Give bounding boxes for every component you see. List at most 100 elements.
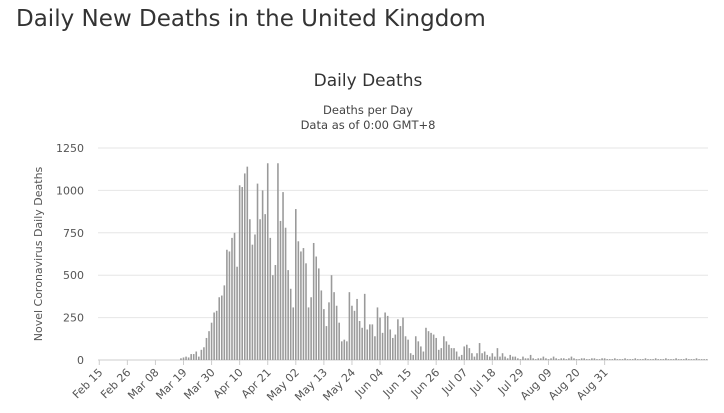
bar[interactable] [652,359,654,360]
bar[interactable] [532,358,534,360]
bar[interactable] [455,351,458,360]
bar[interactable] [499,356,501,360]
bar[interactable] [420,346,422,360]
bar[interactable] [351,305,353,360]
bar[interactable] [412,354,414,360]
bar[interactable] [338,322,340,360]
bar[interactable] [356,298,358,360]
bar[interactable] [277,163,279,360]
bar[interactable] [187,357,190,360]
bar[interactable] [478,343,481,360]
bar[interactable] [249,219,251,360]
bar[interactable] [259,219,261,360]
bar[interactable] [575,359,578,360]
bar[interactable] [588,359,591,360]
bar[interactable] [565,359,568,360]
bar[interactable] [266,163,269,360]
bar[interactable] [394,334,397,360]
bar[interactable] [570,356,573,360]
bar[interactable] [644,358,647,360]
bar[interactable] [328,302,330,360]
bar[interactable] [448,344,450,360]
bar[interactable] [195,351,198,360]
bar[interactable] [555,358,557,360]
bar[interactable] [402,317,404,360]
bar[interactable] [626,359,629,360]
bar[interactable] [422,351,425,360]
bar[interactable] [460,354,463,360]
bar[interactable] [392,337,394,360]
bar[interactable] [192,354,195,360]
bar[interactable] [325,326,328,360]
bar[interactable] [243,173,246,360]
bar[interactable] [545,358,547,360]
bar[interactable] [501,353,504,360]
bar[interactable] [180,358,182,360]
bar[interactable] [440,348,443,360]
bar[interactable] [693,359,695,360]
bar[interactable] [557,359,560,360]
bar[interactable] [363,293,366,360]
bar[interactable] [287,270,289,360]
bar[interactable] [537,358,540,360]
bar[interactable] [236,266,238,360]
bar[interactable] [695,358,698,360]
bar[interactable] [315,256,318,360]
bar[interactable] [705,359,708,360]
bar[interactable] [511,356,514,360]
bar[interactable] [585,359,588,360]
bar[interactable] [264,214,266,360]
bar[interactable] [185,356,187,360]
bar[interactable] [486,354,489,360]
bar[interactable] [688,359,690,360]
bar[interactable] [221,295,223,360]
bar[interactable] [228,251,231,360]
bar[interactable] [593,358,596,360]
bar[interactable] [215,310,218,360]
bar[interactable] [203,347,205,360]
bar[interactable] [496,348,499,360]
bar[interactable] [261,190,264,360]
bar[interactable] [305,263,307,360]
bar[interactable] [310,297,312,360]
bar[interactable] [432,334,435,360]
bar[interactable] [312,242,315,360]
bar[interactable] [509,354,511,360]
bar[interactable] [522,356,524,360]
bar[interactable] [540,358,542,360]
bar[interactable] [552,356,555,360]
bar[interactable] [384,312,386,360]
bar[interactable] [550,358,552,360]
bar[interactable] [414,336,417,360]
bar[interactable] [657,359,660,360]
bar[interactable] [614,358,616,360]
bar[interactable] [491,353,494,360]
bar[interactable] [670,359,672,360]
bar[interactable] [463,346,466,360]
bar[interactable] [473,356,476,360]
bar[interactable] [624,358,626,360]
bar[interactable] [675,358,677,360]
bar[interactable] [680,359,682,360]
bar[interactable] [542,356,545,360]
bar[interactable] [297,241,300,360]
bar[interactable] [300,251,302,360]
bar[interactable] [580,358,583,360]
bar[interactable] [346,341,348,360]
bar[interactable] [381,332,384,360]
bar[interactable] [690,359,693,360]
bar[interactable] [417,341,420,360]
bar[interactable] [534,359,537,360]
bar[interactable] [379,317,381,360]
bar[interactable] [320,290,323,360]
bar[interactable] [269,237,272,360]
bar[interactable] [238,185,241,360]
bar[interactable] [685,358,688,360]
bar[interactable] [703,359,705,360]
bar[interactable] [323,309,325,360]
bar[interactable] [317,268,320,360]
bar[interactable] [596,359,598,360]
bar[interactable] [241,187,243,360]
bar[interactable] [647,359,649,360]
bar[interactable] [208,331,210,360]
